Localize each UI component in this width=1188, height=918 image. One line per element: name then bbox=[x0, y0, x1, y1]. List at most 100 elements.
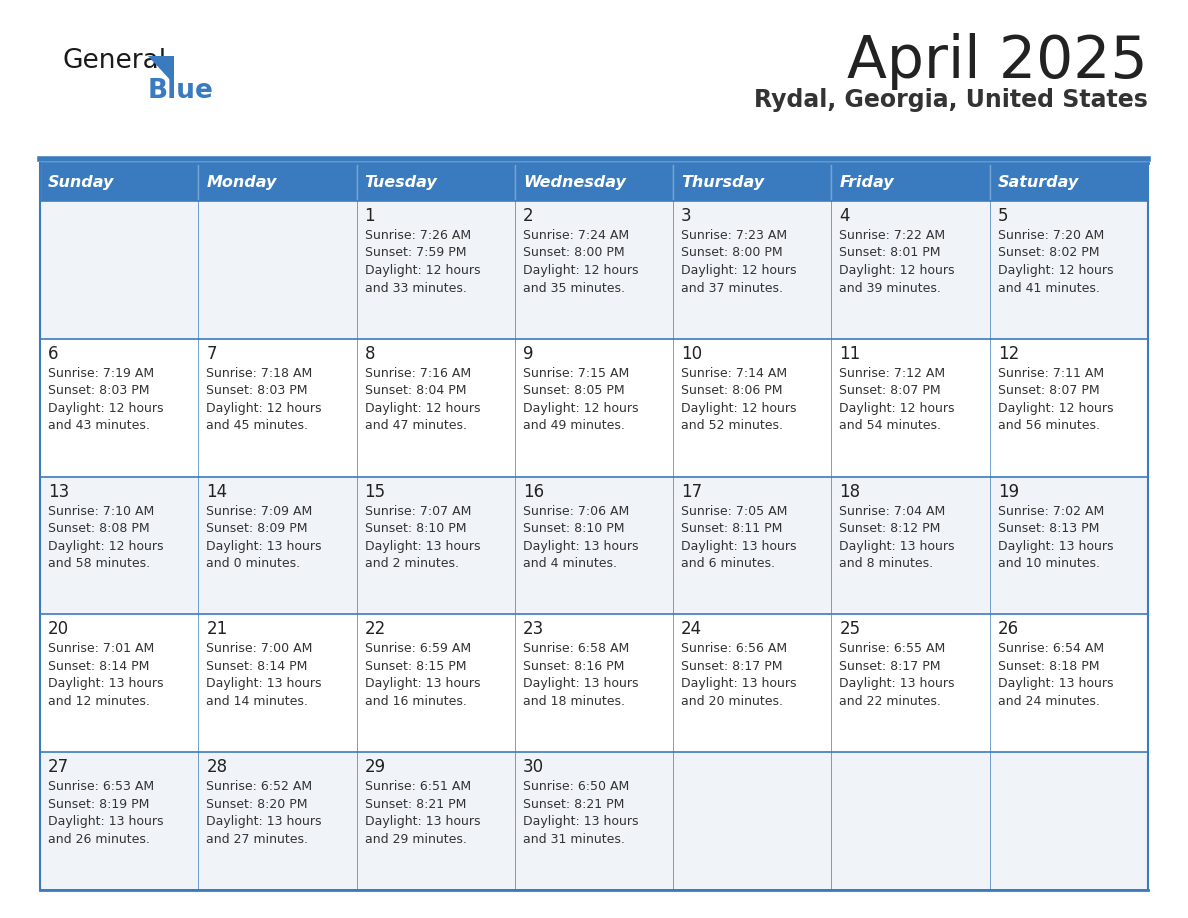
Text: 23: 23 bbox=[523, 621, 544, 638]
Text: Daylight: 13 hours: Daylight: 13 hours bbox=[365, 815, 480, 828]
Text: 22: 22 bbox=[365, 621, 386, 638]
Text: Daylight: 12 hours: Daylight: 12 hours bbox=[48, 402, 164, 415]
Text: 6: 6 bbox=[48, 345, 58, 363]
Text: General: General bbox=[62, 48, 166, 74]
Text: Daylight: 13 hours: Daylight: 13 hours bbox=[523, 815, 638, 828]
Text: 20: 20 bbox=[48, 621, 69, 638]
Text: Daylight: 12 hours: Daylight: 12 hours bbox=[840, 402, 955, 415]
Text: Sunrise: 7:24 AM: Sunrise: 7:24 AM bbox=[523, 229, 628, 242]
Bar bbox=[198, 476, 356, 614]
Text: 12: 12 bbox=[998, 345, 1019, 363]
Bar bbox=[40, 339, 198, 476]
Text: Sunset: 8:03 PM: Sunset: 8:03 PM bbox=[48, 385, 150, 397]
Text: Sunset: 8:14 PM: Sunset: 8:14 PM bbox=[207, 660, 308, 673]
Text: Wednesday: Wednesday bbox=[523, 174, 626, 189]
Text: Sunrise: 6:53 AM: Sunrise: 6:53 AM bbox=[48, 780, 154, 793]
Text: 15: 15 bbox=[365, 483, 386, 500]
Bar bbox=[990, 201, 1148, 339]
Text: Sunrise: 7:07 AM: Sunrise: 7:07 AM bbox=[365, 505, 470, 518]
Text: Sunset: 8:15 PM: Sunset: 8:15 PM bbox=[365, 660, 466, 673]
Text: and 35 minutes.: and 35 minutes. bbox=[523, 282, 625, 295]
Text: and 33 minutes.: and 33 minutes. bbox=[365, 282, 467, 295]
Text: Sunset: 8:09 PM: Sunset: 8:09 PM bbox=[207, 522, 308, 535]
Bar bbox=[198, 752, 356, 890]
Text: and 56 minutes.: and 56 minutes. bbox=[998, 420, 1100, 432]
Text: Sunrise: 7:18 AM: Sunrise: 7:18 AM bbox=[207, 367, 312, 380]
Text: Sunset: 8:10 PM: Sunset: 8:10 PM bbox=[523, 522, 625, 535]
Text: and 45 minutes.: and 45 minutes. bbox=[207, 420, 308, 432]
Text: Daylight: 12 hours: Daylight: 12 hours bbox=[365, 264, 480, 277]
Text: Sunset: 8:11 PM: Sunset: 8:11 PM bbox=[681, 522, 783, 535]
Text: Sunrise: 7:15 AM: Sunrise: 7:15 AM bbox=[523, 367, 630, 380]
Text: Daylight: 12 hours: Daylight: 12 hours bbox=[681, 264, 797, 277]
Bar bbox=[832, 339, 990, 476]
Bar bbox=[990, 476, 1148, 614]
Text: Sunset: 8:00 PM: Sunset: 8:00 PM bbox=[681, 247, 783, 260]
Bar bbox=[514, 201, 674, 339]
Text: Sunrise: 7:23 AM: Sunrise: 7:23 AM bbox=[681, 229, 788, 242]
Text: Sunrise: 7:12 AM: Sunrise: 7:12 AM bbox=[840, 367, 946, 380]
Text: Daylight: 12 hours: Daylight: 12 hours bbox=[365, 402, 480, 415]
Bar bbox=[832, 201, 990, 339]
Text: Sunrise: 7:19 AM: Sunrise: 7:19 AM bbox=[48, 367, 154, 380]
Bar bbox=[198, 201, 356, 339]
Text: Sunrise: 7:22 AM: Sunrise: 7:22 AM bbox=[840, 229, 946, 242]
Bar bbox=[40, 163, 198, 201]
Text: and 18 minutes.: and 18 minutes. bbox=[523, 695, 625, 708]
Text: and 6 minutes.: and 6 minutes. bbox=[681, 557, 775, 570]
Text: Sunset: 8:07 PM: Sunset: 8:07 PM bbox=[998, 385, 1099, 397]
Text: Sunset: 8:12 PM: Sunset: 8:12 PM bbox=[840, 522, 941, 535]
Text: Daylight: 13 hours: Daylight: 13 hours bbox=[365, 540, 480, 553]
Text: Daylight: 13 hours: Daylight: 13 hours bbox=[998, 677, 1113, 690]
Text: Sunrise: 7:05 AM: Sunrise: 7:05 AM bbox=[681, 505, 788, 518]
Text: Sunrise: 7:26 AM: Sunrise: 7:26 AM bbox=[365, 229, 470, 242]
Text: Sunset: 8:20 PM: Sunset: 8:20 PM bbox=[207, 798, 308, 811]
Text: Sunset: 8:08 PM: Sunset: 8:08 PM bbox=[48, 522, 150, 535]
Text: Sunrise: 6:51 AM: Sunrise: 6:51 AM bbox=[365, 780, 470, 793]
Text: Sunset: 8:16 PM: Sunset: 8:16 PM bbox=[523, 660, 624, 673]
Text: Daylight: 12 hours: Daylight: 12 hours bbox=[48, 540, 164, 553]
Bar bbox=[40, 752, 198, 890]
Text: Sunset: 8:10 PM: Sunset: 8:10 PM bbox=[365, 522, 466, 535]
Text: 13: 13 bbox=[48, 483, 69, 500]
Text: and 14 minutes.: and 14 minutes. bbox=[207, 695, 308, 708]
Bar bbox=[356, 201, 514, 339]
Bar bbox=[198, 163, 356, 201]
Text: Sunrise: 7:10 AM: Sunrise: 7:10 AM bbox=[48, 505, 154, 518]
Text: Sunset: 8:17 PM: Sunset: 8:17 PM bbox=[840, 660, 941, 673]
Text: Daylight: 13 hours: Daylight: 13 hours bbox=[207, 815, 322, 828]
Text: Daylight: 13 hours: Daylight: 13 hours bbox=[48, 677, 164, 690]
Text: and 27 minutes.: and 27 minutes. bbox=[207, 833, 308, 845]
Text: Daylight: 12 hours: Daylight: 12 hours bbox=[840, 264, 955, 277]
Text: 14: 14 bbox=[207, 483, 227, 500]
Bar bbox=[832, 614, 990, 752]
Text: Sunrise: 7:16 AM: Sunrise: 7:16 AM bbox=[365, 367, 470, 380]
Text: Daylight: 12 hours: Daylight: 12 hours bbox=[207, 402, 322, 415]
Text: Daylight: 13 hours: Daylight: 13 hours bbox=[48, 815, 164, 828]
Text: Sunrise: 6:59 AM: Sunrise: 6:59 AM bbox=[365, 643, 470, 655]
Text: Sunset: 8:14 PM: Sunset: 8:14 PM bbox=[48, 660, 150, 673]
Text: Daylight: 13 hours: Daylight: 13 hours bbox=[207, 677, 322, 690]
Text: Daylight: 12 hours: Daylight: 12 hours bbox=[998, 402, 1113, 415]
Bar bbox=[832, 163, 990, 201]
Bar bbox=[356, 339, 514, 476]
Text: 25: 25 bbox=[840, 621, 860, 638]
Text: Sunrise: 7:14 AM: Sunrise: 7:14 AM bbox=[681, 367, 788, 380]
Text: 27: 27 bbox=[48, 758, 69, 777]
Text: Daylight: 13 hours: Daylight: 13 hours bbox=[365, 677, 480, 690]
Text: Friday: Friday bbox=[840, 174, 895, 189]
Text: Sunset: 8:02 PM: Sunset: 8:02 PM bbox=[998, 247, 1099, 260]
Text: 2: 2 bbox=[523, 207, 533, 225]
Text: and 0 minutes.: and 0 minutes. bbox=[207, 557, 301, 570]
Bar bbox=[356, 614, 514, 752]
Text: and 26 minutes.: and 26 minutes. bbox=[48, 833, 150, 845]
Text: Sunrise: 7:00 AM: Sunrise: 7:00 AM bbox=[207, 643, 312, 655]
Text: 8: 8 bbox=[365, 345, 375, 363]
Text: 29: 29 bbox=[365, 758, 386, 777]
Text: Sunset: 8:21 PM: Sunset: 8:21 PM bbox=[523, 798, 624, 811]
Text: Daylight: 12 hours: Daylight: 12 hours bbox=[523, 264, 638, 277]
Text: Sunrise: 7:06 AM: Sunrise: 7:06 AM bbox=[523, 505, 630, 518]
Text: Sunset: 8:05 PM: Sunset: 8:05 PM bbox=[523, 385, 625, 397]
Text: and 12 minutes.: and 12 minutes. bbox=[48, 695, 150, 708]
Bar bbox=[40, 476, 198, 614]
